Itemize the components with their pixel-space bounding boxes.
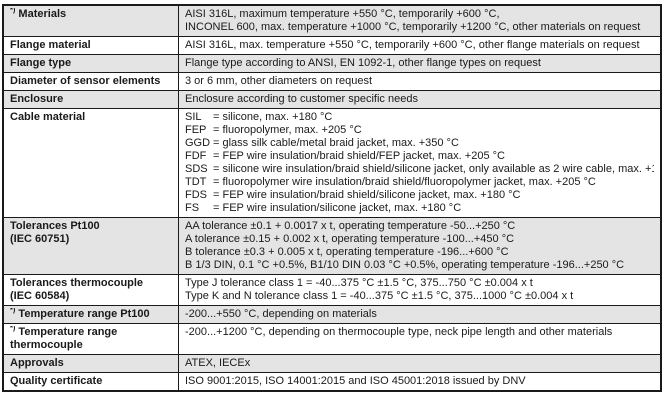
spec-label-cell: Quality certificate: [2, 372, 179, 392]
spec-sublabel: (IEC 60751): [10, 233, 70, 245]
spec-value-cell: AA tolerance ±0.1 + 0.0017 x t, operatin…: [178, 217, 662, 275]
cable-option-line: FDF = FEP wire insulation/braid shield/FE…: [185, 150, 654, 163]
spec-value-cell: -200...+550 °C, depending on materials: [178, 305, 662, 324]
spec-label: Tolerances Pt100: [10, 220, 100, 232]
cable-code: SDS: [185, 163, 208, 175]
table-row-temp-range-pt100: *) Temperature range Pt100 -200...+550 °C…: [2, 305, 662, 324]
spec-value-cell: SIL = silicone, max. +180 °C FEP = fluorop…: [178, 108, 662, 218]
cable-option-line: FEP = fluoropolymer, max. +205 °C: [185, 124, 654, 137]
table-row-sensor-diameter: Diameter of sensor elements 3 or 6 mm, o…: [2, 72, 662, 91]
spec-value-line: AISI 316L, maximum temperature +550 °C, …: [185, 8, 500, 20]
spec-label-cell: *) Temperature range Pt100: [2, 305, 179, 324]
cable-code: FDS: [185, 189, 207, 201]
cable-option-line: SDS = silicone wire insulation/braid shie…: [185, 163, 654, 176]
spec-label: Quality certificate: [10, 375, 103, 387]
spec-label: Tolerances thermocouple: [10, 277, 144, 289]
spec-label: Temperature range: [18, 326, 118, 338]
spec-value-cell: ATEX, IECEx: [178, 354, 662, 373]
spec-value-line: AISI 316L, max. temperature +550 °C, tem…: [185, 39, 640, 51]
spec-label-cell: Enclosure: [2, 90, 179, 109]
spec-value-cell: Enclosure according to customer specific…: [178, 90, 662, 109]
table-row-materials: *) Materials AISI 316L, maximum temperatu…: [2, 4, 662, 37]
spec-label: Materials: [18, 8, 67, 20]
spec-value-line: AA tolerance ±0.1 + 0.0017 x t, operatin…: [185, 220, 516, 232]
table-row-quality-certificate: Quality certificate ISO 9001:2015, ISO 1…: [2, 372, 662, 392]
cable-desc: = FEP wire insulation/braid shield/silic…: [213, 189, 521, 201]
footnote-marker: *): [10, 326, 16, 333]
cable-code: FEP: [185, 124, 207, 136]
spec-label-cell: Approvals: [2, 354, 179, 373]
spec-value-cell: 3 or 6 mm, other diameters on request: [178, 72, 662, 91]
spec-label: Temperature range Pt100: [18, 308, 150, 320]
spec-value-line: -200...+550 °C, depending on materials: [185, 308, 377, 320]
specification-table: *) Materials AISI 316L, maximum temperatu…: [2, 4, 662, 392]
spec-value-cell: AISI 316L, maximum temperature +550 °C, …: [178, 4, 662, 37]
footnote-marker: *): [10, 8, 16, 15]
spec-label-cell: Cable material: [2, 108, 179, 218]
spec-value-cell: -200...+1200 °C, depending on thermocoup…: [178, 323, 662, 355]
cable-desc: = silicone, max. +180 °C: [213, 111, 333, 123]
spec-value-cell: AISI 316L, max. temperature +550 °C, tem…: [178, 36, 662, 55]
cable-option-line: TDT = fluoropolymer wire insulation/braid…: [185, 176, 654, 189]
spec-value-cell: ISO 9001:2015, ISO 14001:2015 and ISO 45…: [178, 372, 662, 392]
spec-label: Enclosure: [10, 93, 64, 105]
table-row-flange-material: Flange material AISI 316L, max. temperat…: [2, 36, 662, 55]
cable-desc: = FEP wire insulation/silicone jacket, m…: [213, 202, 462, 214]
spec-value-line: ATEX, IECEx: [185, 357, 251, 369]
spec-value-line: -200...+1200 °C, depending on thermocoup…: [185, 326, 613, 338]
cable-code: FDF: [185, 150, 207, 162]
spec-label: Diameter of sensor elements: [10, 75, 161, 87]
spec-value-line: INCONEL 600, max. temperature +1000 °C, …: [185, 21, 641, 33]
cable-code: SIL: [185, 111, 202, 123]
spec-label-cell: Flange material: [2, 36, 179, 55]
spec-label-cell: *) Temperature range thermocouple: [2, 323, 179, 355]
spec-value-line: A tolerance ±0.15 + 0.002 x t, operating…: [185, 233, 515, 245]
table-row-temp-range-thermocouple: *) Temperature range thermocouple -200...…: [2, 323, 662, 355]
cable-option-line: FDS = FEP wire insulation/braid shield/si…: [185, 189, 654, 202]
spec-value-line: Flange type according to ANSI, EN 1092-1…: [185, 57, 541, 69]
spec-value-cell: Flange type according to ANSI, EN 1092-1…: [178, 54, 662, 73]
cable-option-line: SIL = silicone, max. +180 °C: [185, 111, 654, 124]
cable-desc: = FEP wire insulation/braid shield/FEP j…: [213, 150, 505, 162]
cable-desc: = fluoropolymer, max. +205 °C: [213, 124, 362, 136]
spec-value-line: ISO 9001:2015, ISO 14001:2015 and ISO 45…: [185, 375, 526, 387]
spec-value-line: Type K and N tolerance class 1 = -40...3…: [185, 290, 574, 302]
cable-option-line: GGD = glass silk cable/metal braid jacket…: [185, 137, 654, 150]
cable-code: FS: [185, 202, 200, 214]
cable-code: GGD: [185, 137, 211, 149]
table-row-tolerances-pt100: Tolerances Pt100 (IEC 60751) AA toleranc…: [2, 217, 662, 275]
cable-code: TDT: [185, 176, 207, 188]
table-row-tolerances-thermocouple: Tolerances thermocouple (IEC 60584) Type…: [2, 274, 662, 306]
spec-label: Flange type: [10, 57, 72, 69]
spec-label-cell: Tolerances thermocouple (IEC 60584): [2, 274, 179, 306]
table-row-approvals: Approvals ATEX, IECEx: [2, 354, 662, 373]
cable-desc: = fluoropolymer wire insulation/braid sh…: [213, 176, 596, 188]
cable-desc: = silicone wire insulation/braid shield/…: [213, 163, 654, 175]
spec-label-cell: *) Materials: [2, 4, 179, 37]
cable-desc: = glass silk cable/metal braid jacket, m…: [213, 137, 459, 149]
table-row-cable-material: Cable material SIL = silicone, max. +180 …: [2, 108, 662, 218]
spec-sublabel: (IEC 60584): [10, 290, 70, 302]
spec-sublabel: thermocouple: [10, 339, 83, 351]
spec-value-line: 3 or 6 mm, other diameters on request: [185, 75, 373, 87]
spec-label-cell: Flange type: [2, 54, 179, 73]
spec-value-cell: Type J tolerance class 1 = -40...375 °C …: [178, 274, 662, 306]
table-row-flange-type: Flange type Flange type according to ANS…: [2, 54, 662, 73]
spec-value-line: B 1/3 DIN, 0.1 °C +0.5%, B1/10 DIN 0.03 …: [185, 259, 625, 271]
footnote-marker: *): [10, 308, 16, 315]
spec-label-cell: Diameter of sensor elements: [2, 72, 179, 91]
spec-label: Cable material: [10, 111, 86, 123]
spec-value-line: Type J tolerance class 1 = -40...375 °C …: [185, 277, 533, 289]
spec-value-line: Enclosure according to customer specific…: [185, 93, 418, 105]
table-row-enclosure: Enclosure Enclosure according to custome…: [2, 90, 662, 109]
spec-label-cell: Tolerances Pt100 (IEC 60751): [2, 217, 179, 275]
spec-label: Flange material: [10, 39, 91, 51]
spec-label: Approvals: [10, 357, 64, 369]
cable-option-line: FS = FEP wire insulation/silicone jacket,…: [185, 202, 654, 215]
spec-value-line: B tolerance ±0.3 + 0.005 x t, operating …: [185, 246, 509, 258]
